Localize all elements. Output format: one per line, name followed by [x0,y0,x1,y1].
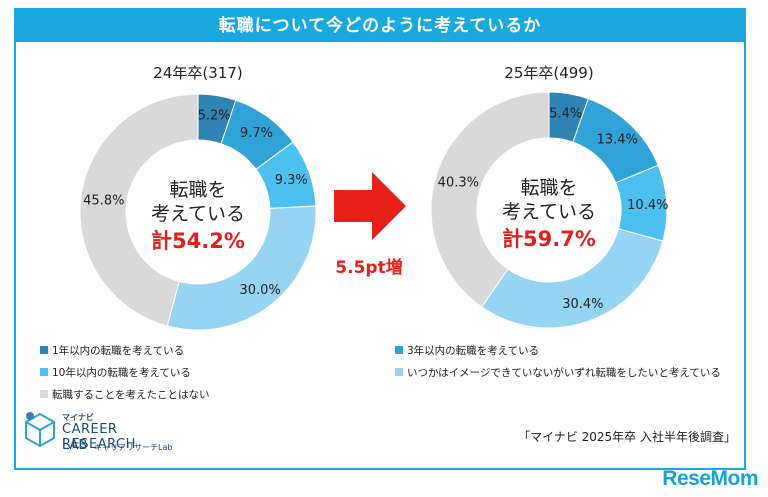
logo-mynavi-text: マイナビ [62,413,94,422]
legend-swatch [395,346,403,354]
donut-1-slice-3 [481,228,664,329]
donut-center-line1-1: 転職を [520,177,577,199]
legend-swatch [40,368,48,376]
donut-1-label-4: 40.3% [438,176,479,191]
legend-label: いつかはイメージできていないがいずれ転職をしたいと考えている [407,366,721,379]
cube-logo-icon [25,412,55,448]
donut-center-total-1: 計59.7% [502,227,596,251]
donut-0-label-0: 5.2% [198,108,231,123]
increase-arrow-icon [334,172,406,240]
donut-0-label-3: 30.0% [239,283,280,298]
donut-0-label-2: 9.3% [275,173,308,188]
legend-item: 転職することを考えたことはない [40,386,210,402]
chart-title: 転職について今どのように考えているか [16,10,744,42]
legend-right: 3年以内の転職を考えているいつかはイメージできていないがいずれ転職をしたいと考え… [395,342,721,386]
career-research-lab-logo: マイナビ CAREER RESEARCH LAB キャリアリサーチLab [22,410,192,460]
resemom-watermark: ReseMom [662,467,758,490]
donut-center-total-0: 計54.2% [151,229,245,253]
legend-label: 1年以内の転職を考えている [52,344,185,357]
donut-center-line2-1: 考えている [502,201,596,223]
legend-item: 1年以内の転職を考えている [40,342,210,358]
legend-label: 10年以内の転職を考えている [52,366,191,379]
legend-item: 10年以内の転職を考えている [40,364,210,380]
legend-swatch [395,368,403,376]
logo-sub-text: キャリアリサーチLab [94,443,173,452]
legend-swatch [40,390,48,398]
donut-1-label-3: 30.4% [562,297,603,312]
donut-1-label-2: 10.4% [627,198,668,213]
donut-0-slice-3 [166,205,317,331]
donut-1-label-0: 5.4% [549,106,582,121]
legend-item: いつかはイメージできていないがいずれ転職をしたいと考えている [395,364,721,380]
legend-label: 3年以内の転職を考えている [407,344,540,357]
donut-0-slice-4 [79,93,199,327]
donut-1-label-1: 13.4% [597,132,638,147]
increase-label: 5.5pt増 [335,257,402,278]
legend-swatch [40,346,48,354]
legend-label: 転職することを考えたことはない [52,388,210,401]
logo-main-text: CAREER RESEARCH [62,422,136,452]
donut-1-slice-4 [430,91,550,308]
donut-0-label-4: 45.8% [83,194,124,209]
source-note: 「マイナビ 2025年卒 入社半年後調査」 [518,430,736,444]
legend-item: 3年以内の転職を考えている [395,342,721,358]
donut-center-line1-0: 転職を [169,179,226,201]
donut-center-line2-0: 考えている [151,203,245,225]
donut-title-1: 25年卒(499) [504,64,593,82]
logo-lab-text: LAB [62,438,88,453]
donut-0-label-1: 9.7% [240,126,273,141]
donut-title-0: 24年卒(317) [153,64,242,82]
legend-left: 1年以内の転職を考えている 10年以内の転職を考えている転職することを考えたことは… [40,342,210,408]
